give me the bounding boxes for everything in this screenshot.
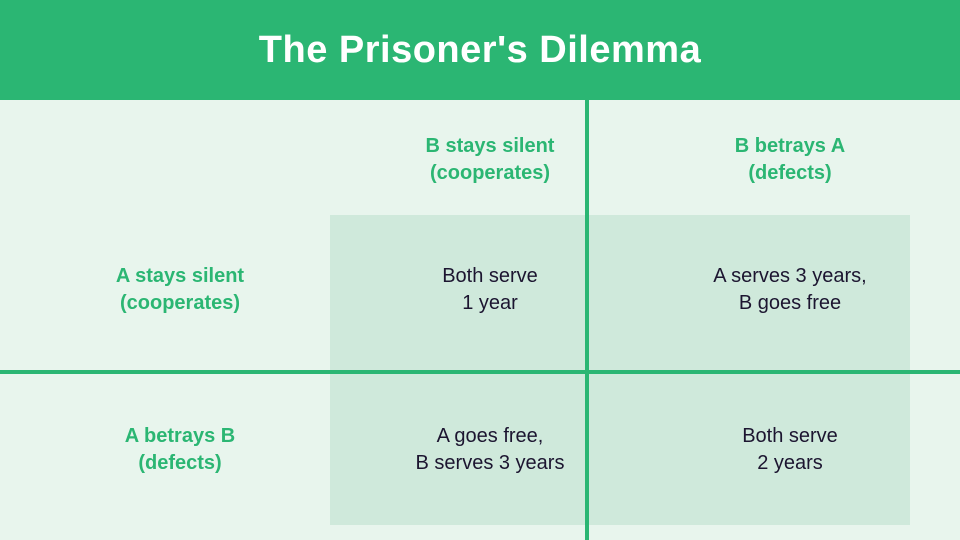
cell-line1: A serves 3 years,: [713, 263, 866, 290]
matrix-grid: B stays silent (cooperates) B betrays A …: [0, 100, 960, 540]
row-header-a-cooperates: A stays silent (cooperates): [20, 210, 340, 370]
row-header-line2: (cooperates): [120, 290, 240, 317]
row-header-line2: (defects): [138, 450, 221, 477]
cell-line2: 2 years: [757, 450, 823, 477]
row-header-a-defects: A betrays B (defects): [20, 370, 340, 530]
cell-a3-bfree: A serves 3 years, B goes free: [640, 210, 940, 370]
row-header-line1: A stays silent: [116, 263, 244, 290]
cell-line2: 1 year: [462, 290, 518, 317]
cell-line2: B goes free: [739, 290, 841, 317]
cell-line1: Both serve: [742, 423, 838, 450]
corner-empty: [20, 110, 340, 210]
matrix-area: B stays silent (cooperates) B betrays A …: [0, 100, 960, 540]
cell-line1: Both serve: [442, 263, 538, 290]
cell-afree-b3: A goes free, B serves 3 years: [340, 370, 640, 530]
col-header-b-defects: B betrays A (defects): [640, 110, 940, 210]
col-header-line2: (defects): [748, 160, 831, 187]
cell-line2: B serves 3 years: [416, 450, 565, 477]
cell-both-2-years: Both serve 2 years: [640, 370, 940, 530]
col-header-line1: B stays silent: [426, 133, 555, 160]
col-header-line1: B betrays A: [735, 133, 845, 160]
page: The Prisoner's Dilemma B stays silent (c…: [0, 0, 960, 540]
cell-both-1-year: Both serve 1 year: [340, 210, 640, 370]
col-header-line2: (cooperates): [430, 160, 550, 187]
page-title: The Prisoner's Dilemma: [259, 29, 701, 71]
title-banner: The Prisoner's Dilemma: [0, 0, 960, 100]
col-header-b-cooperates: B stays silent (cooperates): [340, 110, 640, 210]
cell-line1: A goes free,: [437, 423, 544, 450]
row-header-line1: A betrays B: [125, 423, 235, 450]
